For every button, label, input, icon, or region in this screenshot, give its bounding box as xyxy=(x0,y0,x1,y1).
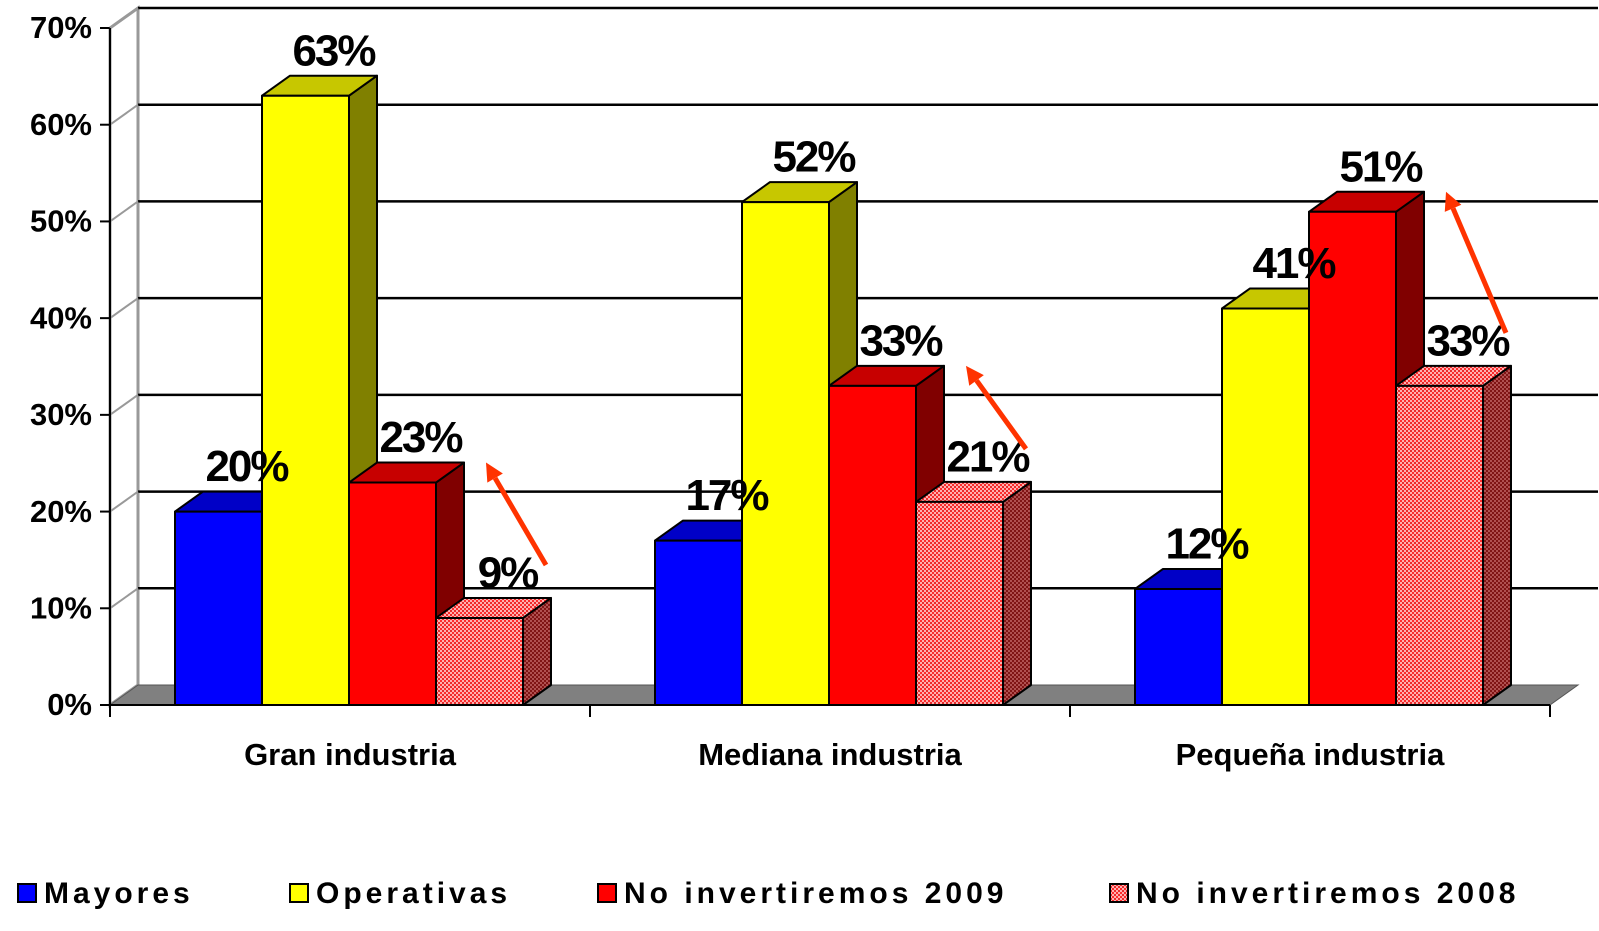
value-label: 33% xyxy=(859,316,942,365)
value-label: 63% xyxy=(292,26,375,75)
side-wall xyxy=(108,5,140,708)
x-tick-label: Mediana industria xyxy=(698,737,962,772)
bar xyxy=(828,384,917,706)
bar xyxy=(915,500,1004,706)
bar xyxy=(435,616,524,707)
grid-line-side xyxy=(109,297,139,319)
bar-side xyxy=(1482,364,1512,706)
value-label: 17% xyxy=(685,471,768,520)
bar xyxy=(1221,307,1310,706)
legend-label: No invertiremos 2009 xyxy=(624,877,1007,910)
value-label: 23% xyxy=(379,413,462,462)
arrow-shaft xyxy=(492,476,549,567)
x-tick-label: Gran industria xyxy=(244,737,457,772)
value-label: 12% xyxy=(1165,520,1248,569)
value-label: 51% xyxy=(1339,142,1422,191)
grid-line-side xyxy=(109,103,139,126)
y-tick-label: 20% xyxy=(30,494,92,529)
bar xyxy=(261,94,350,706)
legend-swatch xyxy=(1109,883,1129,903)
bar xyxy=(741,201,830,706)
x-tick-label: Pequeña industria xyxy=(1176,737,1445,772)
arrow-head xyxy=(1444,191,1462,212)
y-tick-label: 10% xyxy=(30,590,92,625)
grid-line-side xyxy=(109,394,139,416)
legend-swatch xyxy=(17,883,37,903)
bar-side xyxy=(1002,480,1032,706)
bar xyxy=(1395,384,1484,706)
value-label: 52% xyxy=(772,133,855,182)
legend-swatch xyxy=(289,883,309,903)
y-tick-label: 60% xyxy=(30,107,92,142)
legend-swatch xyxy=(597,883,617,903)
grid-line-side xyxy=(109,587,139,610)
y-tick-label: 40% xyxy=(30,300,92,335)
grid-line-side xyxy=(109,200,139,223)
arrow-shaft xyxy=(974,378,1029,451)
arrow-shaft xyxy=(1450,207,1509,334)
y-tick-label: 70% xyxy=(30,10,92,45)
arrow-head xyxy=(966,365,984,386)
y-tick-label: 0% xyxy=(47,687,92,722)
y-tick-label: 50% xyxy=(30,204,92,239)
bar xyxy=(1308,210,1397,706)
bar xyxy=(1134,587,1223,707)
value-label: 20% xyxy=(205,442,288,491)
legend-label: Operativas xyxy=(316,877,511,910)
bar xyxy=(654,539,743,706)
grid-line-side xyxy=(109,7,139,29)
value-label: 9% xyxy=(478,549,538,598)
bar xyxy=(348,481,437,706)
legend-label: No invertiremos 2008 xyxy=(1136,877,1519,910)
y-tick-label: 30% xyxy=(30,397,92,432)
legend-label: Mayores xyxy=(44,877,194,910)
arrow-head xyxy=(486,462,503,483)
value-label: 41% xyxy=(1252,239,1335,288)
grid-line-side xyxy=(109,490,139,513)
bar xyxy=(174,510,263,707)
value-label: 33% xyxy=(1426,316,1509,365)
